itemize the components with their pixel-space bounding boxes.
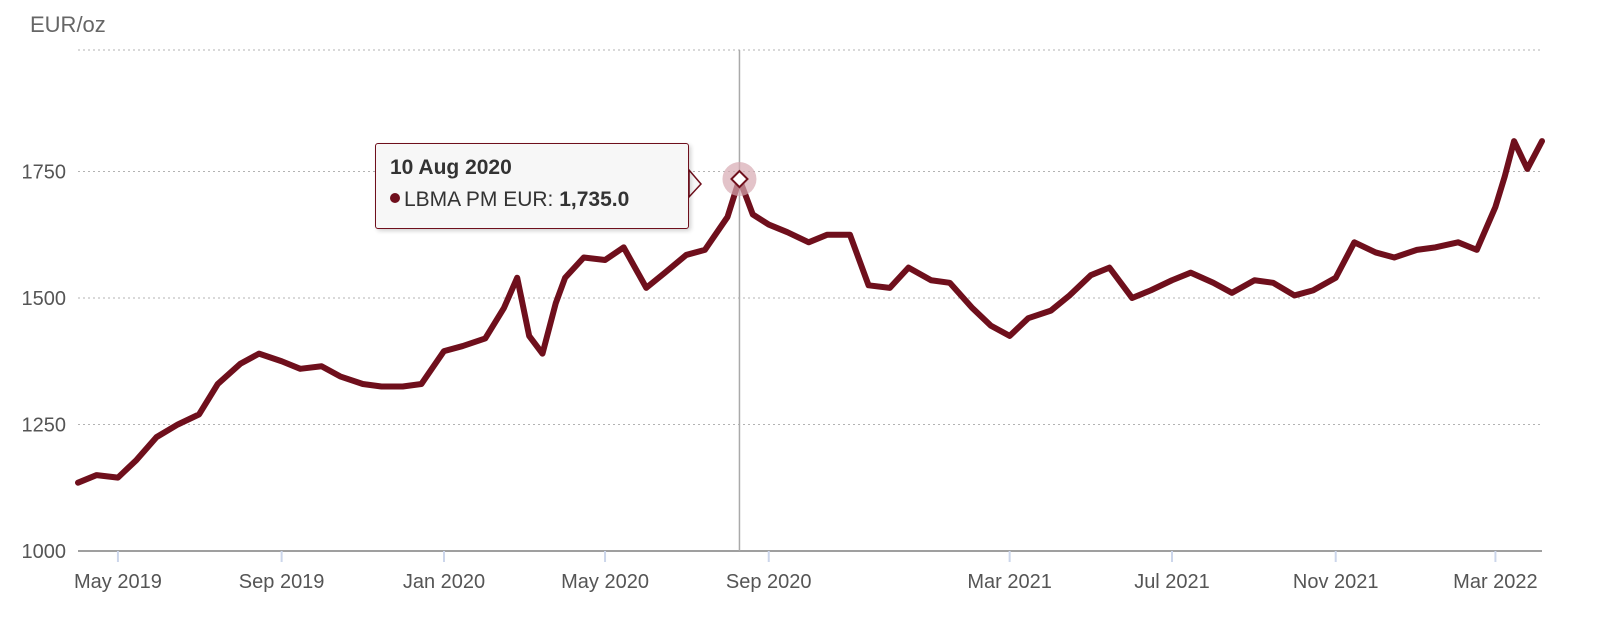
tooltip-date: 10 Aug 2020 [390, 156, 512, 179]
tooltip: 10 Aug 2020 LBMA PM EUR: 1,735.0 [375, 143, 689, 229]
y-tick-label-1000: 1000 [22, 541, 67, 563]
x-tick-label-2: Jan 2020 [403, 571, 485, 593]
tooltip-series-dot [390, 193, 400, 204]
x-tick-label-7: Nov 2021 [1293, 571, 1379, 593]
tooltip-row: LBMA PM EUR: 1,735.0 [390, 188, 674, 212]
tooltip-series-name: LBMA PM EUR [404, 188, 548, 211]
y-tick-label-1750: 1750 [22, 161, 67, 183]
x-tick-label-3: May 2020 [561, 571, 649, 593]
x-tick-label-5: Mar 2021 [967, 571, 1052, 593]
x-tick-label-1: Sep 2019 [239, 571, 325, 593]
y-axis-title: EUR/oz [30, 12, 106, 37]
x-tick-label-8: Mar 2022 [1453, 571, 1538, 593]
y-tick-label-1500: 1500 [22, 288, 67, 310]
tooltip-value: 1,735.0 [559, 188, 630, 211]
y-tick-label-1250: 1250 [22, 414, 67, 436]
x-tick-label-4: Sep 2020 [726, 571, 812, 593]
series-line [75, 138, 1545, 486]
highlight-marker [730, 169, 749, 189]
x-tick-label-6: Jul 2021 [1134, 571, 1210, 593]
x-tick-label-0: May 2019 [74, 571, 162, 593]
tooltip-pointer [688, 167, 703, 199]
